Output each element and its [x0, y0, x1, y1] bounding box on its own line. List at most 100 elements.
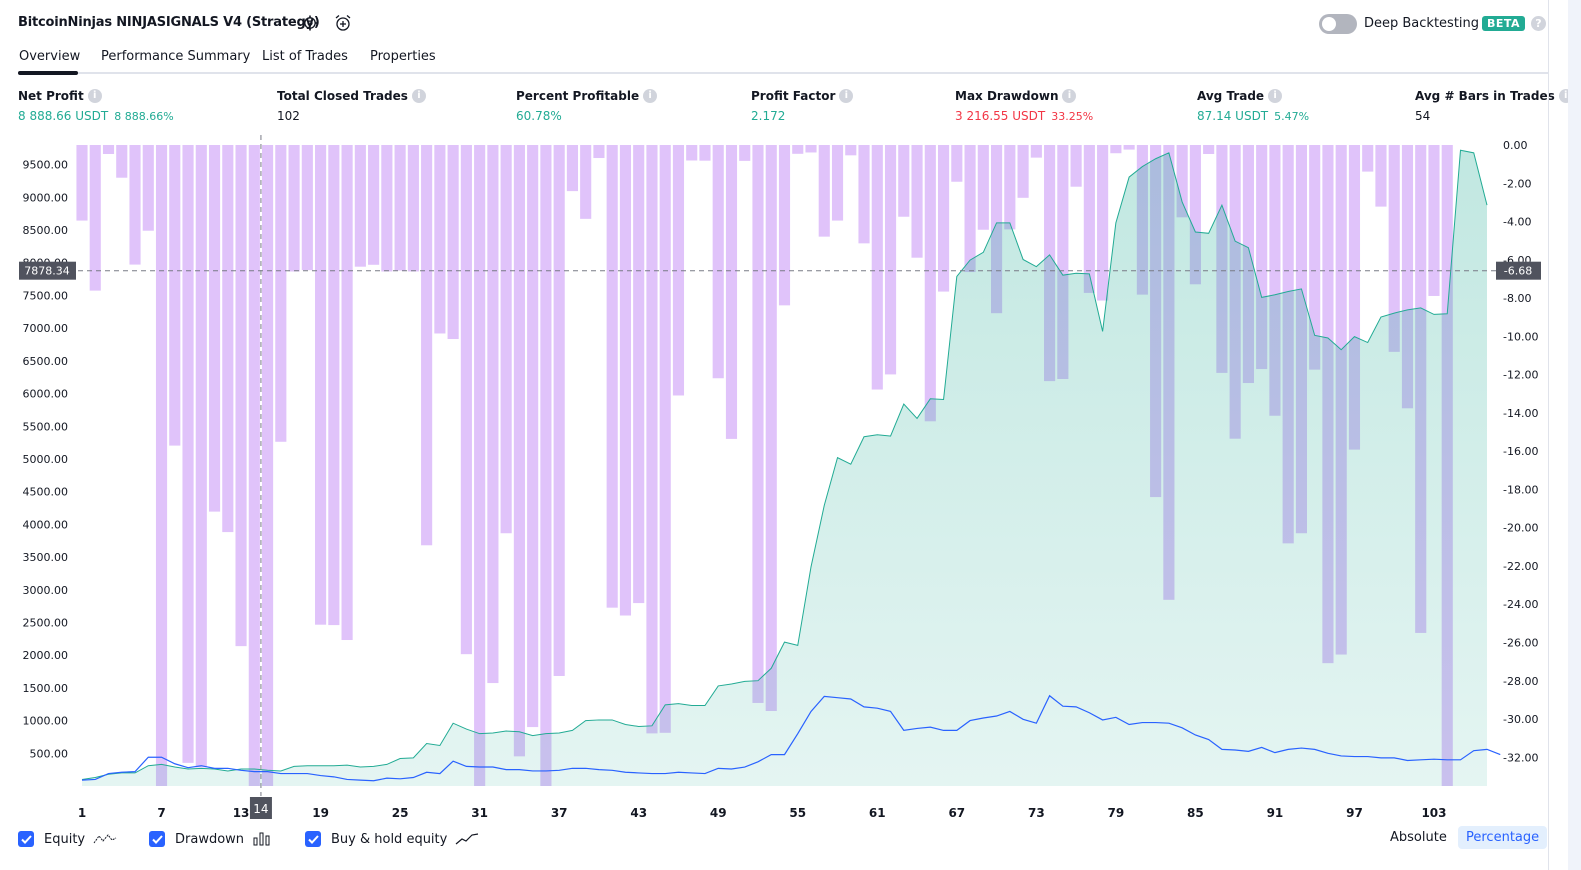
y-right-tick-label: 0.00 — [1503, 139, 1528, 152]
x-tick-label: 103 — [1421, 806, 1446, 820]
equity-label: Equity — [44, 831, 86, 847]
drawdown-bar — [951, 145, 963, 182]
metric-net-profit: Net Profit i 8 888.66 USDT 8 888.66% — [18, 89, 174, 123]
metric-percent-profitable: Percent Profitable i 60.78% — [516, 89, 658, 123]
drawdown-bar — [699, 145, 711, 161]
drawdown-bar — [1057, 145, 1069, 380]
drawdown-bar — [76, 145, 88, 221]
drawdown-bar — [964, 145, 976, 273]
metric-label: Percent Profitable — [516, 89, 640, 103]
y-left-tick-label: 6500.00 — [23, 355, 69, 368]
scrollbar-track[interactable] — [1548, 0, 1549, 870]
y-right-tick-label: -16.00 — [1503, 445, 1538, 458]
drawdown-bar — [619, 145, 632, 616]
drawdown-bar — [288, 145, 300, 272]
metric-label: Total Closed Trades — [277, 89, 408, 103]
drawdown-bar — [1189, 145, 1201, 285]
y-right-tick-label: -18.00 — [1503, 483, 1538, 496]
drawdown-bar — [301, 145, 313, 271]
drawdown-bar — [686, 145, 698, 161]
metric-profit-factor: Profit Factor i 2.172 — [751, 89, 854, 123]
gear-icon[interactable] — [300, 13, 320, 33]
y-left-tick-label: 3500.00 — [23, 551, 69, 564]
tab-properties[interactable]: Properties — [370, 49, 436, 64]
equity-checkbox[interactable] — [18, 831, 34, 847]
panel-edge — [1568, 0, 1581, 870]
drawdown-bar — [898, 145, 910, 217]
legend-equity[interactable]: Equity — [18, 828, 117, 850]
crosshair-left-label-bg — [19, 261, 76, 280]
deep-backtesting-toggle[interactable] — [1319, 14, 1357, 34]
info-icon[interactable]: i — [1268, 89, 1283, 103]
drawdown-bar — [871, 145, 883, 390]
y-right-tick-label: -22.00 — [1503, 560, 1538, 573]
drawdown-bar — [341, 145, 353, 641]
tab-divider — [18, 72, 1548, 74]
drawdown-bar — [752, 145, 764, 703]
percentage-button[interactable]: Percentage — [1458, 826, 1548, 849]
tab-list-of-trades[interactable]: List of Trades — [262, 49, 348, 64]
buy-hold-line-icon — [455, 832, 479, 846]
drawdown-bar — [858, 145, 870, 244]
drawdown-bar — [778, 145, 791, 306]
drawdown-bar — [368, 145, 380, 265]
strategy-header: BitcoinNinjas NINJASIGNALS V4 (Strategy)… — [0, 0, 1568, 48]
crosshair-x-label: 14 — [253, 802, 268, 816]
y-left-tick-label: 5000.00 — [23, 453, 69, 466]
drawdown-bar — [155, 145, 168, 786]
drawdown-bar — [354, 145, 366, 267]
crosshair-left-label: 7878.34 — [24, 265, 70, 278]
info-icon[interactable]: i — [87, 89, 102, 103]
y-right-tick-label: -28.00 — [1503, 675, 1538, 688]
y-left-tick-label: 6000.00 — [23, 388, 69, 401]
buy-hold-checkbox[interactable] — [305, 831, 321, 847]
drawdown-bar — [513, 145, 525, 757]
x-tick-label: 55 — [789, 806, 806, 820]
buy-hold-line — [81, 694, 1501, 782]
info-icon[interactable]: i — [1062, 89, 1077, 103]
x-tick-label: 73 — [1028, 806, 1045, 820]
drawdown-bar — [381, 145, 393, 272]
drawdown-bar — [500, 145, 512, 534]
drawdown-bar — [394, 145, 406, 271]
legend-drawdown[interactable]: Drawdown — [149, 828, 272, 850]
alarm-clock-plus-icon[interactable] — [333, 13, 353, 33]
drawdown-bar — [712, 145, 724, 379]
legend-buy-hold[interactable]: Buy & hold equity — [305, 828, 479, 850]
drawdown-bar — [1203, 145, 1215, 154]
tab-overview[interactable]: Overview — [19, 49, 81, 64]
x-tick-label: 1 — [78, 806, 86, 820]
drawdown-bar — [566, 145, 578, 192]
chart-svg[interactable]: 500.00 1000.00 1500.00 2000.00 2500.00 3000.0… — [0, 130, 1568, 830]
metric-value: 87.14 USDT — [1197, 109, 1269, 123]
drawdown-bar — [315, 145, 327, 625]
absolute-button[interactable]: Absolute — [1390, 830, 1447, 845]
drawdown-bar — [235, 145, 247, 647]
x-tick-label: 61 — [869, 806, 886, 820]
drawdown-bar — [1348, 145, 1361, 450]
drawdown-bar — [1097, 145, 1109, 301]
drawdown-bar — [792, 145, 804, 154]
crosshair-right-label: -6.68 — [1504, 265, 1532, 278]
x-tick-label: 79 — [1108, 806, 1125, 820]
info-icon[interactable]: i — [411, 89, 426, 103]
metric-max-drawdown: Max Drawdown i 3 216.55 USDT 33.25% — [955, 89, 1093, 123]
drawdown-bar — [831, 145, 844, 221]
info-icon[interactable]: i — [643, 89, 658, 103]
drawdown-bar — [474, 145, 486, 786]
y-right-tick-label: -10.00 — [1503, 330, 1538, 343]
drawdown-bar — [169, 145, 181, 446]
equity-chart[interactable]: 500.00 1000.00 1500.00 2000.00 2500.00 3000.0… — [0, 130, 1568, 830]
metric-label: Avg # Bars in Trades — [1415, 89, 1555, 103]
drawdown-bar — [1256, 145, 1268, 370]
info-icon[interactable]: i — [839, 89, 854, 103]
drawdown-checkbox[interactable] — [149, 831, 165, 847]
drawdown-bar — [1083, 145, 1095, 293]
x-tick-label: 19 — [312, 806, 329, 820]
drawdown-label: Drawdown — [175, 831, 245, 847]
drawdown-bar — [1388, 145, 1400, 352]
help-icon[interactable]: ? — [1531, 16, 1546, 31]
y-right-tick-label: -32.00 — [1503, 751, 1538, 764]
tab-performance-summary[interactable]: Performance Summary — [101, 49, 251, 64]
active-tab-indicator — [18, 71, 78, 75]
